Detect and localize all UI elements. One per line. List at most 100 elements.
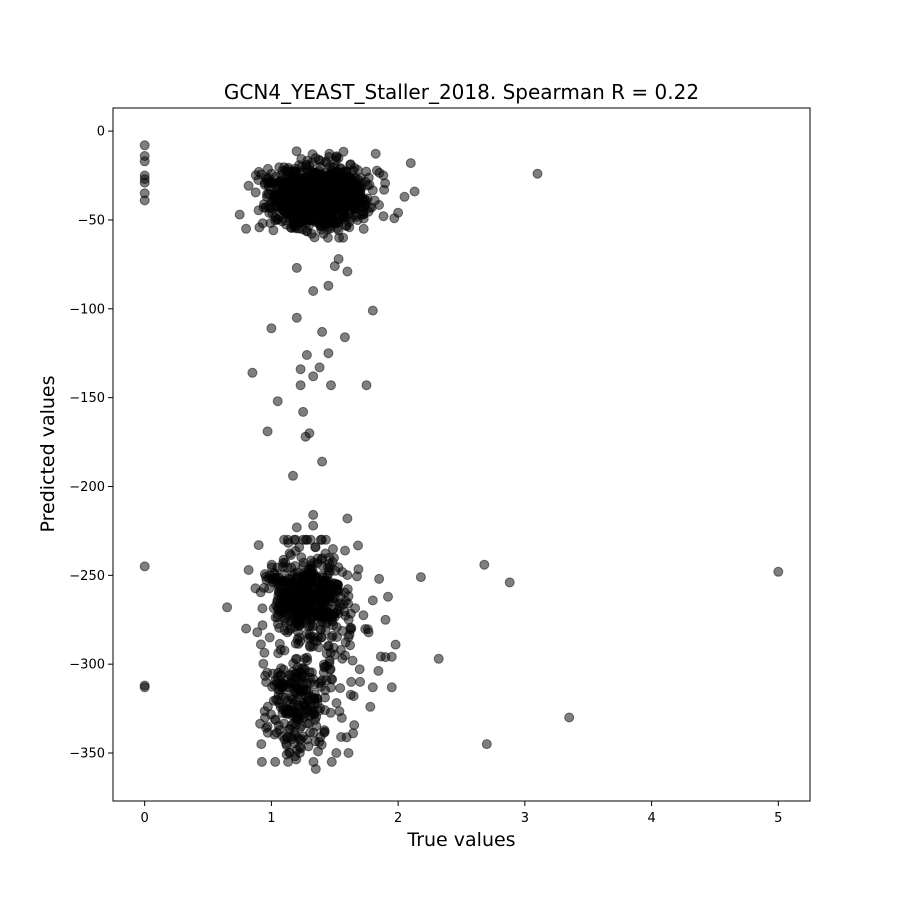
data-point [327, 557, 338, 567]
data-point [295, 618, 306, 629]
data-point [298, 557, 309, 568]
data-point [305, 214, 316, 225]
data-point [261, 723, 272, 733]
data-point [139, 140, 150, 151]
y-axis-label: Predicted values [37, 375, 59, 532]
data-point [259, 647, 270, 658]
data-point [326, 176, 336, 187]
data-point [349, 720, 360, 731]
data-point [348, 728, 359, 739]
data-point [345, 608, 356, 619]
data-point [258, 658, 269, 669]
data-point [291, 262, 302, 273]
data-point [380, 652, 391, 663]
data-point [361, 380, 372, 391]
data-point [331, 152, 342, 163]
data-point [312, 553, 323, 564]
data-point [335, 163, 346, 174]
data-point [328, 544, 338, 554]
data-point [564, 712, 575, 723]
data-point [378, 170, 389, 181]
data-point [303, 741, 314, 752]
data-point [250, 187, 261, 198]
y-tick-label: −300 [69, 658, 105, 673]
data-point [302, 178, 313, 189]
data-point [294, 723, 305, 733]
data-point [296, 217, 307, 228]
points-layer [139, 140, 784, 774]
data-point [292, 692, 303, 702]
data-point [259, 179, 270, 190]
data-point [329, 612, 340, 622]
data-point [325, 707, 336, 718]
x-tick-label: 4 [647, 811, 655, 826]
data-point [347, 655, 358, 666]
data-point [378, 211, 389, 222]
y-tick-label: −250 [69, 569, 105, 584]
data-point [273, 648, 284, 659]
data-point [295, 380, 306, 391]
data-point [504, 577, 515, 588]
data-point [139, 195, 150, 206]
data-point [285, 185, 296, 196]
data-point [386, 682, 397, 693]
data-point [373, 665, 384, 676]
data-point [302, 601, 313, 612]
data-point [284, 548, 295, 559]
data-point [284, 625, 294, 636]
y-tick-label: −200 [69, 480, 105, 495]
data-point [317, 326, 328, 337]
data-point [256, 169, 267, 180]
data-point [305, 727, 315, 738]
data-point [338, 175, 349, 186]
data-point [345, 689, 356, 700]
data-point [315, 732, 326, 743]
data-point [302, 534, 313, 545]
data-point [277, 606, 288, 617]
data-point [405, 158, 416, 169]
data-point [340, 650, 350, 661]
data-point [308, 520, 319, 531]
data-point [346, 676, 357, 687]
data-point [303, 564, 314, 575]
data-point [340, 637, 351, 648]
data-point [415, 572, 426, 583]
data-point [342, 513, 353, 524]
data-point [241, 223, 252, 234]
data-point [288, 470, 298, 481]
data-point [380, 614, 391, 625]
data-point [352, 215, 363, 226]
x-tick-label: 1 [267, 811, 275, 826]
data-point [264, 632, 275, 643]
data-point [247, 367, 258, 378]
data-point [267, 574, 277, 584]
data-point [358, 610, 369, 621]
data-point [241, 623, 252, 634]
data-point [243, 565, 254, 575]
data-point [317, 456, 328, 467]
data-point [291, 146, 302, 157]
data-point [399, 191, 410, 202]
data-point [282, 562, 293, 573]
data-point [352, 571, 362, 582]
x-tick-label: 0 [141, 811, 149, 826]
data-point [323, 640, 334, 651]
data-point [234, 209, 245, 220]
data-point [301, 350, 312, 360]
data-point [326, 380, 336, 391]
data-point [307, 149, 318, 160]
x-tick-label: 5 [774, 811, 782, 826]
data-point [271, 171, 281, 182]
data-point [369, 195, 380, 206]
data-point [343, 748, 354, 758]
data-point [256, 739, 267, 750]
data-point [272, 396, 283, 407]
data-point [365, 701, 376, 712]
data-point [327, 218, 338, 228]
data-point [310, 542, 321, 553]
data-point [327, 630, 338, 641]
data-point [288, 658, 299, 669]
data-point [291, 312, 302, 323]
data-point [304, 584, 314, 595]
data-point [256, 756, 267, 767]
